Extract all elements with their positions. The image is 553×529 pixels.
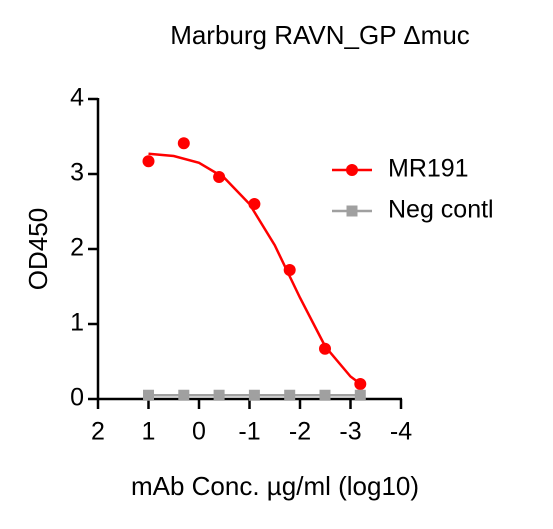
x-tick-label: -2: [289, 418, 311, 446]
data-point: [248, 389, 260, 401]
data-point: [248, 198, 261, 210]
x-tick-label: 2: [91, 418, 105, 446]
y-tick-label: 3: [70, 159, 84, 187]
data-point: [142, 155, 155, 168]
y-tick-label: 4: [70, 84, 84, 112]
data-point: [354, 389, 366, 401]
data-point: [318, 342, 331, 355]
data-point: [213, 389, 225, 401]
fit-curve: [148, 152, 362, 386]
x-tick-label: 0: [192, 418, 206, 446]
legend-label: MR191: [388, 155, 469, 183]
legend-marker: [346, 205, 358, 217]
data-point: [283, 264, 296, 276]
y-axis-label: OD450: [23, 208, 53, 290]
y-tick-label: 2: [70, 234, 84, 262]
y-tick-label: 1: [70, 309, 84, 337]
x-axis-label: mAb Conc. µg/ml (log10): [131, 471, 419, 501]
y-tick-label: 0: [70, 384, 84, 412]
legend-label: Neg contl: [388, 196, 494, 224]
data-point: [354, 378, 367, 390]
data-point: [319, 389, 331, 401]
legend-marker: [346, 164, 358, 176]
x-tick-label: -4: [390, 418, 412, 446]
x-tick-label: -1: [238, 418, 260, 446]
data-point: [284, 389, 296, 401]
data-point: [177, 137, 190, 150]
data-point: [213, 171, 226, 183]
x-tick-label: 1: [142, 418, 156, 446]
chart-title: Marburg RAVN_GP Δmuc: [170, 20, 470, 50]
data-point: [143, 389, 154, 401]
data-point: [178, 389, 190, 401]
x-tick-label: -3: [339, 418, 361, 446]
